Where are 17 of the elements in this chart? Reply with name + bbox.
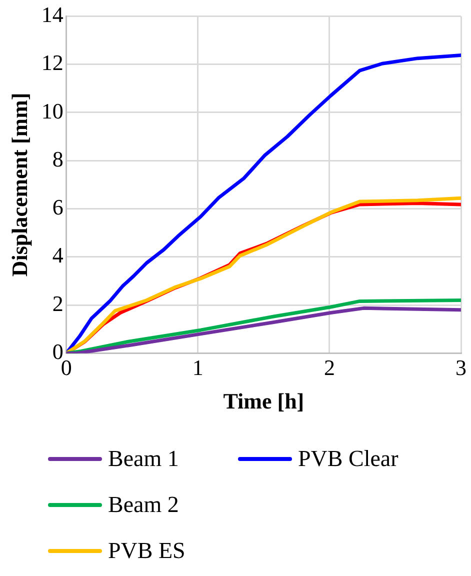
y-tick-label: 2	[52, 290, 64, 316]
x-tick-label: 1	[192, 355, 204, 380]
y-tick-label: 4	[52, 242, 64, 268]
y-tick-label: 0	[52, 338, 64, 364]
legend-label: Beam 1	[108, 446, 179, 472]
y-tick-label: 10	[41, 98, 64, 124]
legend-label: PVB ES	[108, 538, 186, 564]
y-tick-label: 8	[52, 146, 64, 172]
legend-label: Beam 2	[108, 492, 179, 518]
y-tick-label: 6	[52, 194, 64, 220]
x-axis-title: Time [h]	[223, 388, 304, 414]
x-tick-label: 2	[324, 355, 335, 380]
legend-label: PVB Clear	[298, 446, 398, 472]
y-tick-label: 12	[41, 50, 64, 76]
y-axis-title: Displacement [mm]	[6, 92, 32, 277]
y-tick-label: 14	[41, 2, 64, 27]
x-tick-label: 3	[456, 355, 466, 380]
